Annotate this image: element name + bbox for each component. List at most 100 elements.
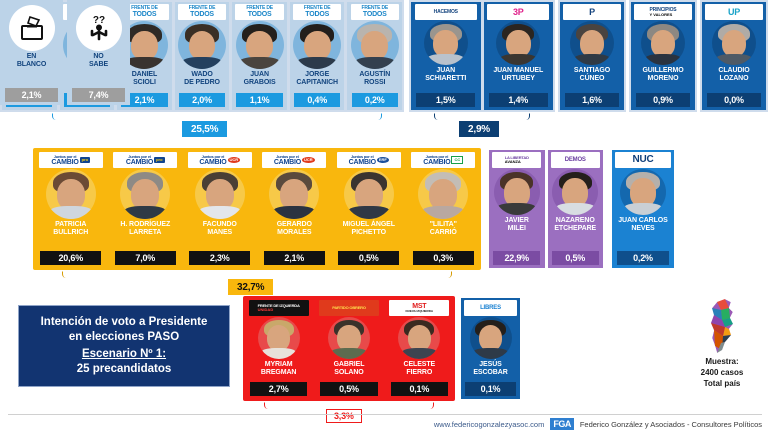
option-card-en-blanco[interactable]: EN BLANCO 2,1% [0, 0, 63, 105]
party-logo-line1: DEMOS [564, 157, 586, 163]
option-label: EN BLANCO [16, 53, 47, 68]
sample-cases: 2400 casos [700, 367, 744, 377]
candidate-name: AGUSTÍN ROSSI [359, 71, 391, 86]
candidate-percentage: 0,4% [294, 92, 341, 107]
candidate-portrait [423, 21, 468, 65]
candidate-card[interactable]: FRENTE DE TODOS JUAN GRABOIS 1,1% [232, 2, 287, 110]
group-nuc: NUC JUAN CARLOS NEVES 0,2% [610, 148, 676, 270]
party-sublogo: UCR [302, 157, 315, 163]
party-sublogo: UCR [227, 157, 241, 163]
candidate-card[interactable]: MST NUEVA IZQUIERDA CELESTE FIERRO 0,1% [386, 298, 453, 399]
party-logo-line2: TODOS [190, 11, 214, 18]
party-logo-line2: CAMBIO [51, 158, 79, 166]
party-logo-line2: NUEVA IZQUIERDA [405, 309, 434, 313]
party-sublogo: pro [154, 157, 165, 163]
candidate-card[interactable]: LA LIBERTAD AVANZA JAVIER MILEI 22,9% [489, 150, 545, 268]
party-logo-la-libertad-avanza: LA LIBERTAD AVANZA [492, 152, 542, 168]
poll-title-box: Intención de voto a Presidente en elecci… [18, 305, 230, 387]
candidate-card[interactable]: UP CLAUDIO LOZANO 0,0% [702, 2, 766, 110]
candidate-percentage: 0,5% [338, 250, 400, 265]
shrug-person-icon: ?? [75, 5, 122, 51]
candidate-percentage: 7,0% [114, 250, 176, 265]
candidate-name: JUAN GRABOIS [243, 71, 276, 86]
candidate-percentage: 0,0% [706, 92, 762, 107]
candidate-card[interactable]: LIBRES JESÚS ESCOBAR 0,1% [461, 298, 520, 399]
candidate-percentage: 0,5% [320, 381, 378, 396]
jxc-total-bracket [62, 271, 452, 278]
candidate-portrait [620, 169, 666, 215]
footer-website-url[interactable]: www.federicogonzalezyasoc.com [433, 419, 545, 429]
candidate-name: PATRICIA BULLRICH [53, 221, 89, 236]
candidate-card[interactable]: Juntos por el CAMBIO UCR GERARDO MORALES … [259, 150, 331, 268]
candidate-card[interactable]: FRENTE DE TODOS WADO DE PEDRO 2,0% [174, 2, 230, 110]
footer-divider [8, 414, 762, 415]
party-logo-line2: CAMBIO [199, 158, 227, 166]
candidate-card[interactable]: Juntos por el CAMBIO CC "LILITA" CARRIÓ 0… [408, 150, 480, 268]
sample-info: Muestra: 2400 casos Total país [676, 298, 768, 402]
candidate-card[interactable]: PARTIDO OBRERO GABRIEL SOLANO 0,5% [315, 298, 382, 399]
candidate-card[interactable]: PRINCIPIOS Y VALORES GUILLERMO MORENO 0,9… [631, 2, 695, 110]
candidate-name: GUILLERMO MORENO [642, 67, 684, 82]
candidate-name: JUAN MANUEL URTUBEY [493, 67, 544, 82]
party-sublogo: pro [79, 157, 91, 163]
party-logo-juntos-por-el-cambio: Juntos por el CAMBIO pro [113, 152, 178, 168]
candidate-portrait [293, 21, 342, 69]
party-logo-juntos-por-el-cambio: Juntos por el CAMBIO ERF [336, 152, 401, 168]
fga-logo: FGA [550, 418, 574, 430]
candidate-card[interactable]: Juntos por el CAMBIO UCR FACUNDO MANES 2,… [184, 150, 256, 268]
party-logo-line2: CAMBIO [273, 158, 301, 166]
candidate-portrait [178, 21, 227, 69]
candidate-name: WADO DE PEDRO [184, 71, 220, 86]
party-sublogo: ERF [376, 157, 389, 163]
party-logo-juntos-por-el-cambio: Juntos por el CAMBIO UCR [262, 152, 327, 168]
candidate-percentage: 2,1% [263, 250, 325, 265]
party-logo-nuc: NUC [615, 152, 671, 168]
party-logo-libres: LIBRES [464, 300, 517, 316]
candidate-card[interactable]: HACEMOS JUAN SCHIARETTI 1,5% [411, 2, 481, 110]
option-label: NO SABE [88, 53, 109, 68]
argentina-map-icon [710, 298, 734, 354]
candidate-card[interactable]: FRENTE DE IZQUIERDA UNIDAD MYRIAM BREGMAN… [245, 298, 312, 399]
party-logo-frente-de-izquierda: FRENTE DE IZQUIERDA UNIDAD [248, 300, 309, 316]
candidate-name: JESÚS ESCOBAR [473, 361, 508, 376]
party-logo-line2: UNIDAD [257, 307, 274, 312]
party-logo-partido-obrero: PARTIDO OBRERO [318, 300, 380, 316]
candidate-percentage: 0,1% [465, 381, 516, 396]
candidate-percentage: 1,5% [416, 92, 476, 107]
candidate-portrait [398, 317, 441, 359]
candidate-card[interactable]: P SANTIAGO CÚNEO 1,6% [560, 2, 624, 110]
party-logo-juntos-por-el-cambio: Juntos por el CAMBIO UCR [187, 152, 252, 168]
candidate-percentage: 0,3% [412, 250, 474, 265]
candidate-card[interactable]: Juntos por el CAMBIO pro PATRICIA BULLRIC… [35, 150, 107, 268]
candidate-name: NAZARENO ETCHEPARE [554, 217, 597, 232]
party-logo-line1: MST [412, 303, 427, 310]
candidate-card[interactable]: Juntos por el CAMBIO ERF MIGUEL ÁNGEL PIC… [333, 150, 405, 268]
candidate-percentage: 0,9% [635, 92, 691, 107]
jxc-card-list: Juntos por el CAMBIO pro PATRICIA BULLRIC… [33, 148, 481, 270]
candidate-portrait [327, 317, 370, 359]
candidate-card[interactable]: NUC JUAN CARLOS NEVES 0,2% [612, 150, 674, 268]
candidate-name: JORGE CAPITANICH [296, 71, 338, 86]
party-logo-line2: TODOS [132, 11, 157, 18]
party-logo-line1: FRENTE DE [188, 5, 216, 11]
candidate-portrait [469, 317, 512, 359]
candidate-name: JAVIER MILEI [504, 217, 529, 232]
candidate-card[interactable]: 3P JUAN MANUEL URTUBEY 1,4% [483, 2, 553, 110]
candidate-card[interactable]: DEMOS NAZARENO ETCHEPARE 0,5% [547, 150, 603, 268]
candidate-name: MIGUEL ÁNGEL PICHETTO [342, 221, 395, 236]
candidate-card[interactable]: Juntos por el CAMBIO pro H. RODRÍGUEZ LAR… [110, 150, 182, 268]
candidate-card[interactable]: FRENTE DE TODOS AGUSTÍN ROSSI 0,2% [347, 2, 403, 110]
candidate-portrait [235, 21, 284, 69]
fdt-total-percentage: 25,5% [182, 121, 228, 137]
candidate-percentage: 0,2% [616, 250, 670, 265]
sample-scope: Total país [703, 378, 741, 388]
candidate-card[interactable]: FRENTE DE TODOS JORGE CAPITANICH 0,4% [289, 2, 345, 110]
peronismo-total-percentage: 2,9% [459, 121, 499, 137]
candidate-percentage: 2,1% [121, 92, 168, 107]
party-logo-line1: 3P [512, 6, 524, 17]
candidate-portrait [120, 21, 169, 69]
party-logo-line2: TODOS [305, 11, 330, 18]
option-card-no-sabe[interactable]: ?? NO SABE 7,4% [67, 0, 130, 105]
